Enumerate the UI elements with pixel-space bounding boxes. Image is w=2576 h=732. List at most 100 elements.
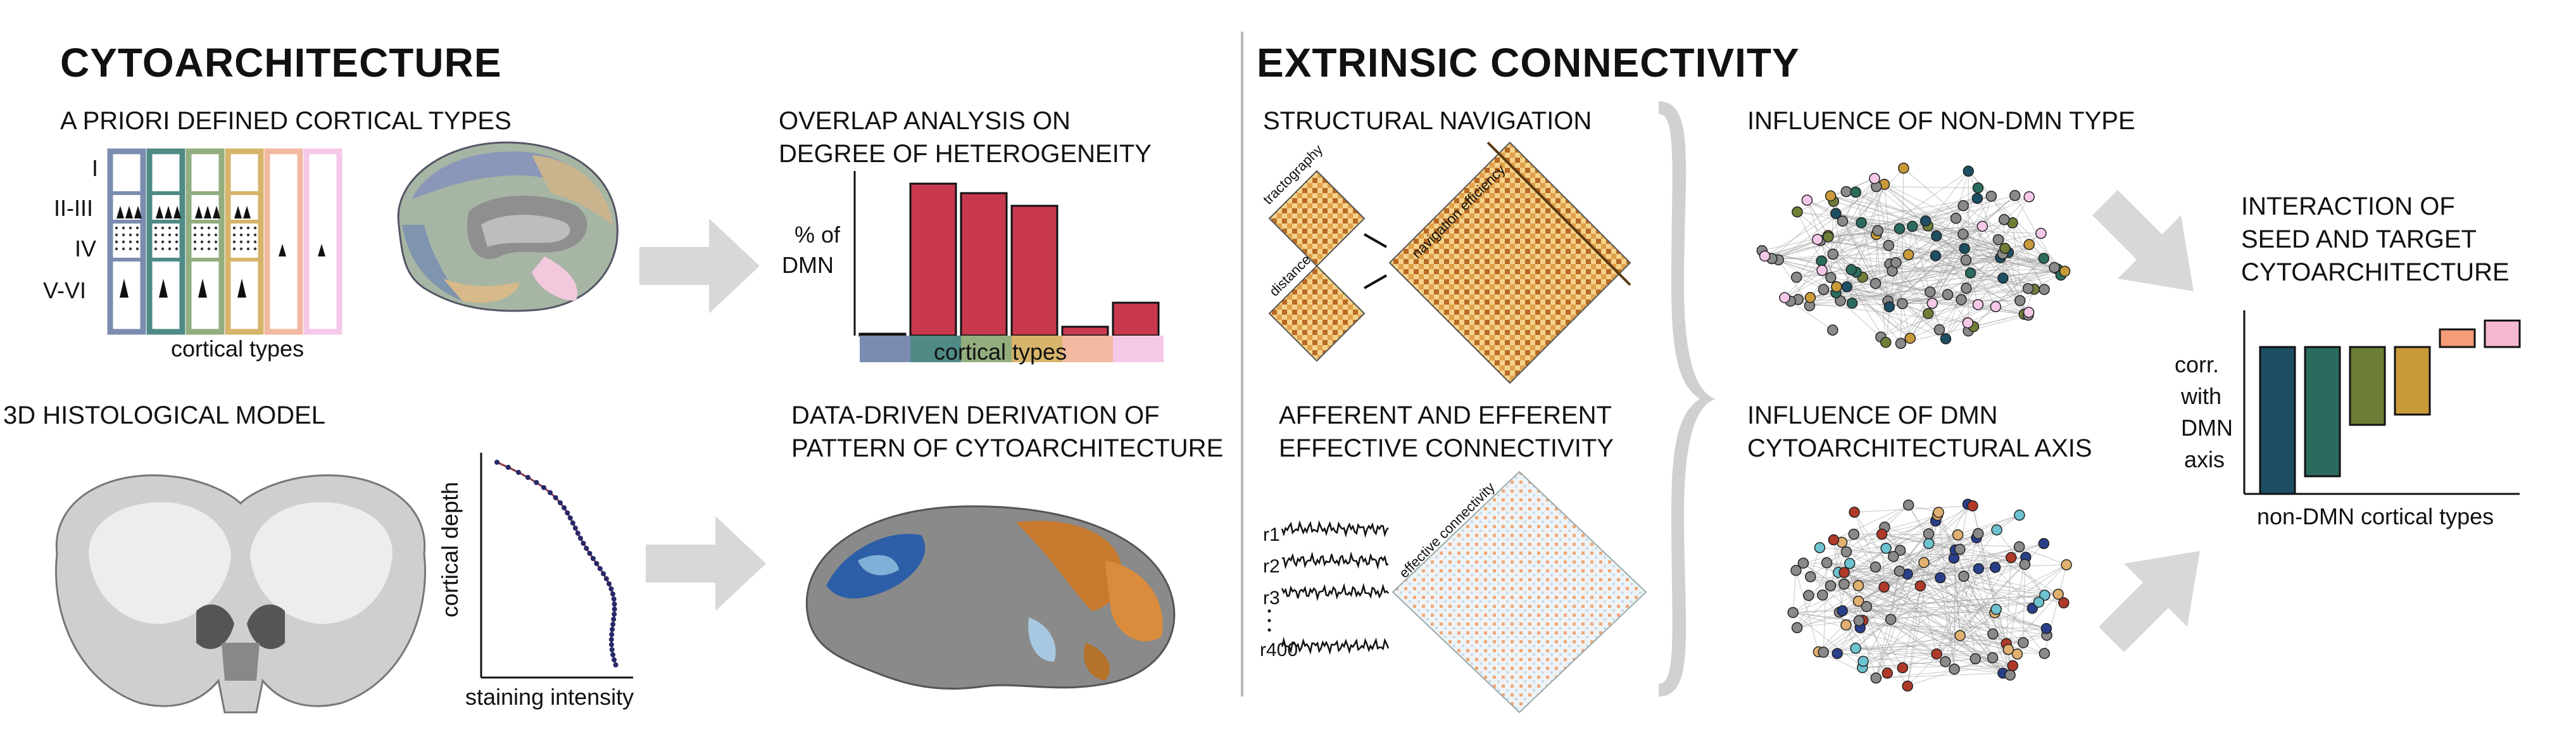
network-edge [1830, 534, 1854, 586]
network-edge [2008, 594, 2059, 650]
network-node [1904, 332, 1916, 344]
network-node [1914, 580, 1926, 592]
profile-point [587, 551, 593, 556]
network-node [1804, 292, 1816, 303]
panel-title-afferent-1: AFFERENT AND EFFERENT [1279, 401, 1612, 429]
network-node [1885, 614, 1897, 625]
network-node [2039, 284, 2050, 295]
granule-cell [129, 226, 132, 230]
granule-cell [246, 240, 250, 244]
granule-cell [232, 226, 236, 230]
timeseries-label-r1: r1 [1263, 524, 1280, 545]
interaction-bar-chart [2243, 310, 2521, 495]
network-edge [1959, 568, 1979, 636]
granule-cell [239, 226, 243, 230]
granule-cell [161, 247, 165, 251]
granule-cell [207, 226, 211, 230]
network-node [1828, 534, 1840, 546]
network-node [1849, 507, 1860, 518]
granule-cell [154, 233, 158, 237]
interaction-ylabel-3: DMN [2181, 415, 2233, 441]
network-node [1844, 558, 1856, 569]
network-edge [1790, 301, 1968, 324]
network-edge [1830, 195, 2055, 268]
network-edge [1856, 648, 1945, 662]
network-node [1924, 286, 1936, 298]
granule-cell [193, 240, 197, 244]
network-edge [1832, 186, 1877, 255]
profile-point [494, 460, 499, 465]
network-edge [2011, 557, 2045, 596]
network-edge [1790, 260, 1822, 301]
network-edge [1826, 562, 1921, 586]
network-node [1880, 543, 1892, 554]
profile-point [562, 505, 567, 510]
granule-cell [193, 226, 197, 230]
granule-cell [161, 226, 165, 230]
network-edge [1842, 220, 1876, 284]
network-node [1991, 524, 2002, 536]
network-node [2022, 282, 2034, 294]
interaction-ylabel-1: corr. [2175, 351, 2220, 377]
network-node [1853, 615, 1865, 626]
network-edge [1890, 609, 1997, 620]
network-node [1923, 528, 1935, 540]
network-node [2014, 509, 2025, 521]
network-edge [1764, 184, 1885, 256]
ellipsis-dot [1267, 609, 1271, 613]
profile-point [612, 612, 617, 617]
profile-point [610, 591, 616, 596]
network-node [1840, 186, 1852, 198]
network-edge [1882, 534, 2024, 643]
network-node [1845, 264, 1857, 275]
network-node [1898, 162, 1909, 174]
network-node [1831, 281, 1842, 293]
network-edge [1923, 562, 2059, 595]
navigation-matrices [1268, 141, 1631, 384]
network-edge [1855, 192, 1876, 284]
section-title-extrinsic-connectivity: EXTRINSIC CONNECTIVITY [1257, 40, 1800, 85]
network-node [1852, 580, 1864, 591]
granule-cell [239, 233, 243, 237]
network-node [1964, 267, 1976, 279]
network-node [1837, 605, 1848, 617]
network-edge [1978, 568, 2011, 676]
network-edge [1890, 602, 2039, 620]
profile-point [548, 490, 553, 495]
network-node [1897, 298, 1908, 310]
overlap-xlabel: cortical types [934, 339, 1067, 365]
network-node [1883, 301, 1895, 313]
network-edge [1797, 595, 2045, 628]
network-edge [1818, 533, 1929, 652]
network-node [1840, 546, 1852, 558]
network-edge [1995, 567, 2033, 609]
network-edge [1875, 571, 1900, 678]
deep-cell [159, 279, 168, 298]
network-node [1878, 581, 1890, 593]
network-edge [1935, 255, 2058, 270]
network-edge [1792, 548, 1960, 613]
type-column-3 [185, 148, 225, 335]
granule-cell [253, 233, 257, 237]
network-node [1952, 529, 1964, 541]
type-column-1 [107, 148, 146, 335]
network-node [1897, 662, 1909, 674]
network-edge [1928, 225, 2035, 290]
network-node [1931, 230, 1942, 242]
network-edge [1863, 620, 2009, 650]
network-edge [1978, 564, 2025, 569]
network-node [1967, 500, 1978, 512]
network-edge [1844, 505, 1973, 573]
network-edge [1859, 571, 1900, 621]
granule-cell [122, 233, 125, 237]
network-node [1827, 248, 1839, 260]
panel-title-overlap-1: OVERLAP ANALYSIS ON [779, 107, 1071, 135]
network-edge [1938, 512, 1955, 669]
pyramidal-cell [243, 206, 251, 218]
network-edge [1797, 534, 1958, 628]
network-edge [1963, 576, 1976, 659]
network-node [1846, 298, 1858, 309]
network-node [1933, 324, 1945, 336]
network-node [2040, 622, 2052, 634]
pyramidal-cell [279, 244, 286, 256]
